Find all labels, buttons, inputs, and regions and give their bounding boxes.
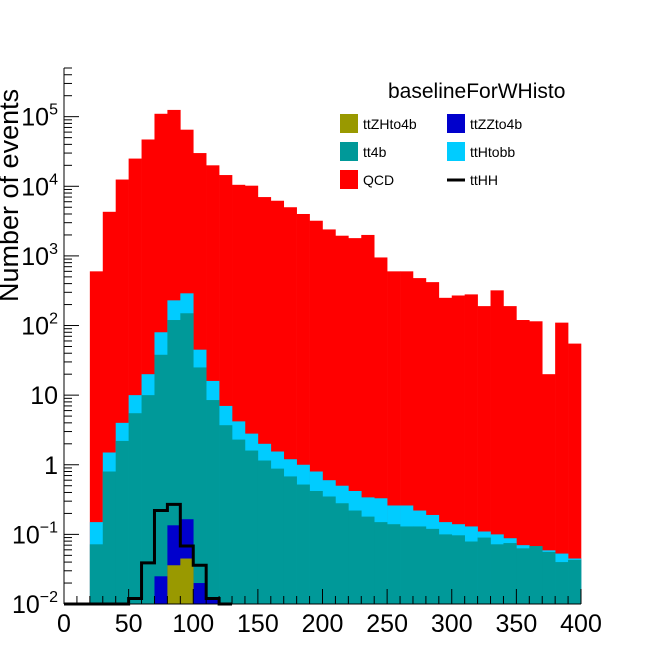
x-tick-label: 150	[237, 610, 279, 638]
bar-tt4b-4	[141, 395, 155, 604]
y-tick-label: 103	[21, 241, 58, 271]
bar-QCD-0	[89, 271, 104, 604]
bar-tt4b-17	[309, 490, 323, 604]
x-tick-label: 50	[115, 610, 143, 638]
tick-labels: 0 50 100 150 200 250 300 350 400 10−2 10−1 1 10 102 10…	[12, 102, 602, 638]
x-tick-label: 100	[172, 610, 214, 638]
x-tick-label: 300	[431, 610, 473, 638]
bar-tt4b-27	[438, 534, 453, 604]
bar-tt4b-8	[193, 367, 207, 604]
bar-tt4b-2	[115, 440, 129, 604]
bar-tt4b-28	[451, 535, 465, 604]
bar-tt4b-32	[503, 543, 517, 604]
bar-QCD-31	[490, 290, 504, 604]
x-tick-label: 250	[366, 610, 408, 638]
bar-tt4b-31	[490, 544, 504, 604]
bar-tt4b-35	[542, 551, 556, 604]
legend-swatch	[340, 142, 358, 161]
y-tick-label: 104	[21, 171, 58, 201]
legend-label: tt4b	[363, 144, 387, 160]
bar-tt4b-20	[348, 510, 362, 604]
axes	[63, 67, 582, 605]
x-tick-label: 200	[302, 610, 344, 638]
bar-QCD-37	[568, 343, 582, 604]
bar-tt4b-1	[102, 471, 116, 604]
bar-tt4b-37	[568, 559, 582, 604]
chart-title: baselineForWHisto	[388, 80, 565, 103]
y-tick-label: 102	[21, 311, 58, 341]
legend-label: QCD	[363, 172, 394, 188]
bar-tt4b-10	[219, 425, 233, 604]
legend-item-ttZZto4b: ttZZto4b	[447, 114, 522, 133]
bar-tt4b-36	[555, 562, 569, 604]
y-tick-label: 10−2	[12, 589, 58, 619]
bar-QCD-36	[555, 322, 569, 604]
series-ttZHto4b	[167, 558, 194, 604]
bar-tt4b-23	[387, 524, 401, 604]
y-tick-label: 1	[44, 452, 58, 480]
bar-tt4b-30	[477, 537, 491, 604]
bar-tt4b-5	[154, 354, 168, 604]
legend-item-QCD: QCD	[340, 170, 394, 189]
bar-tt4b-11	[232, 439, 246, 604]
legend-swatch	[447, 114, 465, 133]
legend-label: ttZZto4b	[470, 116, 522, 132]
bar-tt4b-9	[206, 400, 220, 604]
bar-tt4b-12	[244, 450, 259, 604]
x-tick-label: 400	[560, 610, 602, 638]
legend-label: ttZHto4b	[363, 116, 417, 132]
bar-ttZZto4b-9	[206, 598, 220, 604]
bar-QCD-32	[503, 306, 517, 604]
bar-tt4b-16	[296, 484, 310, 604]
bar-QCD-30	[477, 306, 491, 604]
bar-ttZZto4b-5	[154, 576, 168, 604]
bar-tt4b-34	[529, 546, 543, 604]
x-tick-label: 350	[496, 610, 538, 638]
bar-tt4b-13	[257, 460, 272, 604]
x-tick-label: 0	[57, 610, 71, 638]
bar-QCD-34	[529, 321, 543, 604]
y-tick-label: 10	[30, 382, 58, 410]
bar-tt4b-25	[412, 526, 427, 604]
stacked-bars	[89, 109, 582, 605]
legend-swatch	[340, 114, 358, 133]
bar-tt4b-29	[464, 541, 478, 604]
y-tick-label: 10−1	[12, 519, 58, 549]
bar-ttZHto4b-7	[180, 558, 194, 604]
bar-QCD-33	[516, 320, 530, 604]
bar-tt4b-33	[516, 548, 530, 604]
bar-ttZZto4b-8	[193, 583, 207, 604]
bar-tt4b-26	[425, 528, 440, 604]
bar-tt4b-18	[322, 496, 336, 604]
bar-QCD-35	[542, 374, 556, 604]
legend-label: ttHH	[470, 172, 498, 188]
bar-tt4b-22	[374, 522, 388, 604]
bar-tt4b-24	[400, 526, 414, 604]
y-tick-label: 105	[21, 102, 58, 132]
legend-item-ttZHto4b: ttZHto4b	[340, 114, 417, 133]
bar-tt4b-19	[335, 503, 349, 604]
legend: ttZHto4b ttZZto4b tt4b ttHtobb QCD ttHH	[340, 114, 522, 189]
y-axis-title: Number of events	[0, 89, 24, 302]
bar-ttZHto4b-6	[167, 565, 181, 604]
bar-tt4b-14	[270, 468, 285, 604]
legend-label: ttHtobb	[470, 144, 515, 160]
legend-item-tt4b: tt4b	[340, 142, 387, 161]
legend-swatch	[447, 142, 465, 161]
legend-item-ttHH: ttHH	[447, 172, 498, 188]
legend-item-ttHtobb: ttHtobb	[447, 142, 515, 161]
bar-tt4b-3	[128, 413, 142, 604]
bar-tt4b-0	[89, 544, 104, 604]
bar-tt4b-15	[283, 476, 297, 604]
bar-tt4b-21	[361, 516, 375, 604]
legend-swatch	[340, 170, 358, 189]
